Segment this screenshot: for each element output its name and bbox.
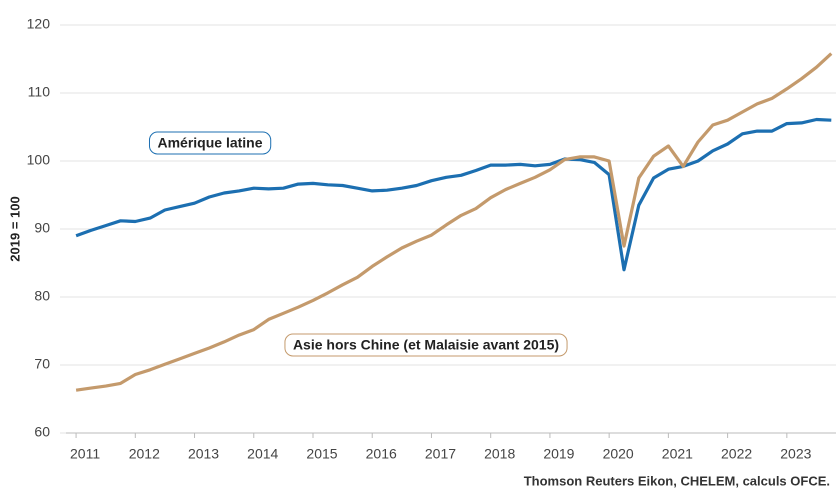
x-tick-label: 2023 [780,446,811,462]
x-tick-label: 2019 [543,446,574,462]
y-tick-label: 80 [34,288,50,304]
x-tick-label: 2022 [721,446,752,462]
y-tick-label: 90 [34,220,50,236]
series-label: Asie hors Chine (et Malaisie avant 2015) [284,333,568,357]
x-tick-label: 2021 [662,446,693,462]
series-label-box [148,131,272,155]
series-label-text: Asie hors Chine (et Malaisie avant 2015) [293,337,559,353]
y-axis-label: 2019 = 100 [7,196,22,261]
y-tick-label: 60 [34,424,50,440]
y-tick-label: 110 [28,84,51,100]
series-label-box [284,333,568,357]
x-tick-label: 2018 [484,446,515,462]
series-label-text: Amérique latine [157,135,262,151]
series-label: Amérique latine [148,131,272,155]
x-tick-label: 2020 [603,446,634,462]
y-tick-label: 120 [27,16,51,32]
x-tick-label: 2012 [129,446,160,462]
x-tick-label: 2016 [366,446,397,462]
y-tick-label: 100 [27,152,51,168]
x-tick-label: 2011 [70,446,100,462]
x-tick-label: 2014 [247,446,278,462]
x-tick-label: 2013 [188,446,219,462]
y-tick-label: 70 [34,356,50,372]
series-line [75,117,832,272]
series-line [75,52,833,392]
source: Thomson Reuters Eikon, CHELEM, calculs O… [524,473,830,488]
x-tick-label: 2015 [306,446,337,462]
x-tick-label: 2017 [425,446,456,462]
